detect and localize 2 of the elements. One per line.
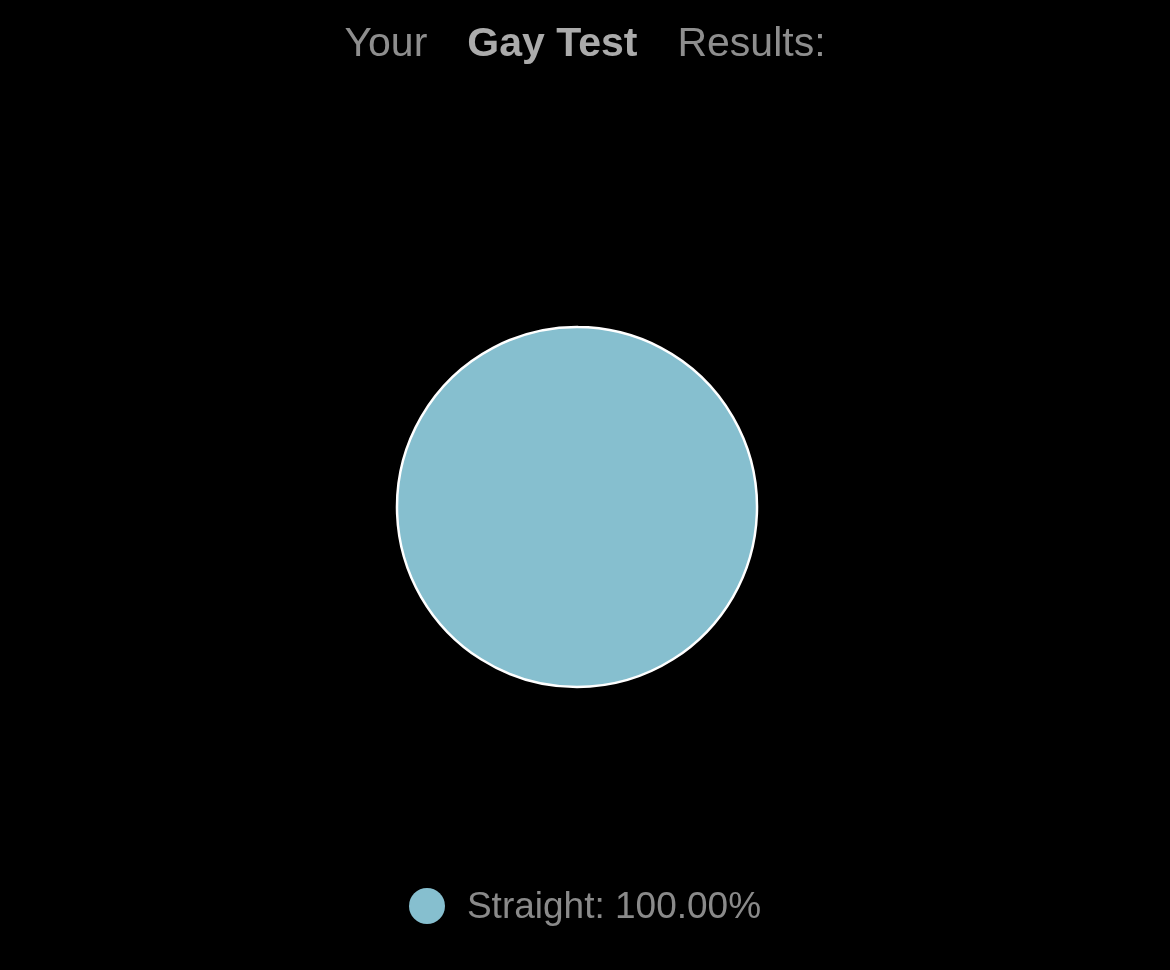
legend-label: Straight: 100.00% bbox=[466, 885, 762, 927]
chart-title: Your Gay Test Results: bbox=[344, 19, 826, 65]
